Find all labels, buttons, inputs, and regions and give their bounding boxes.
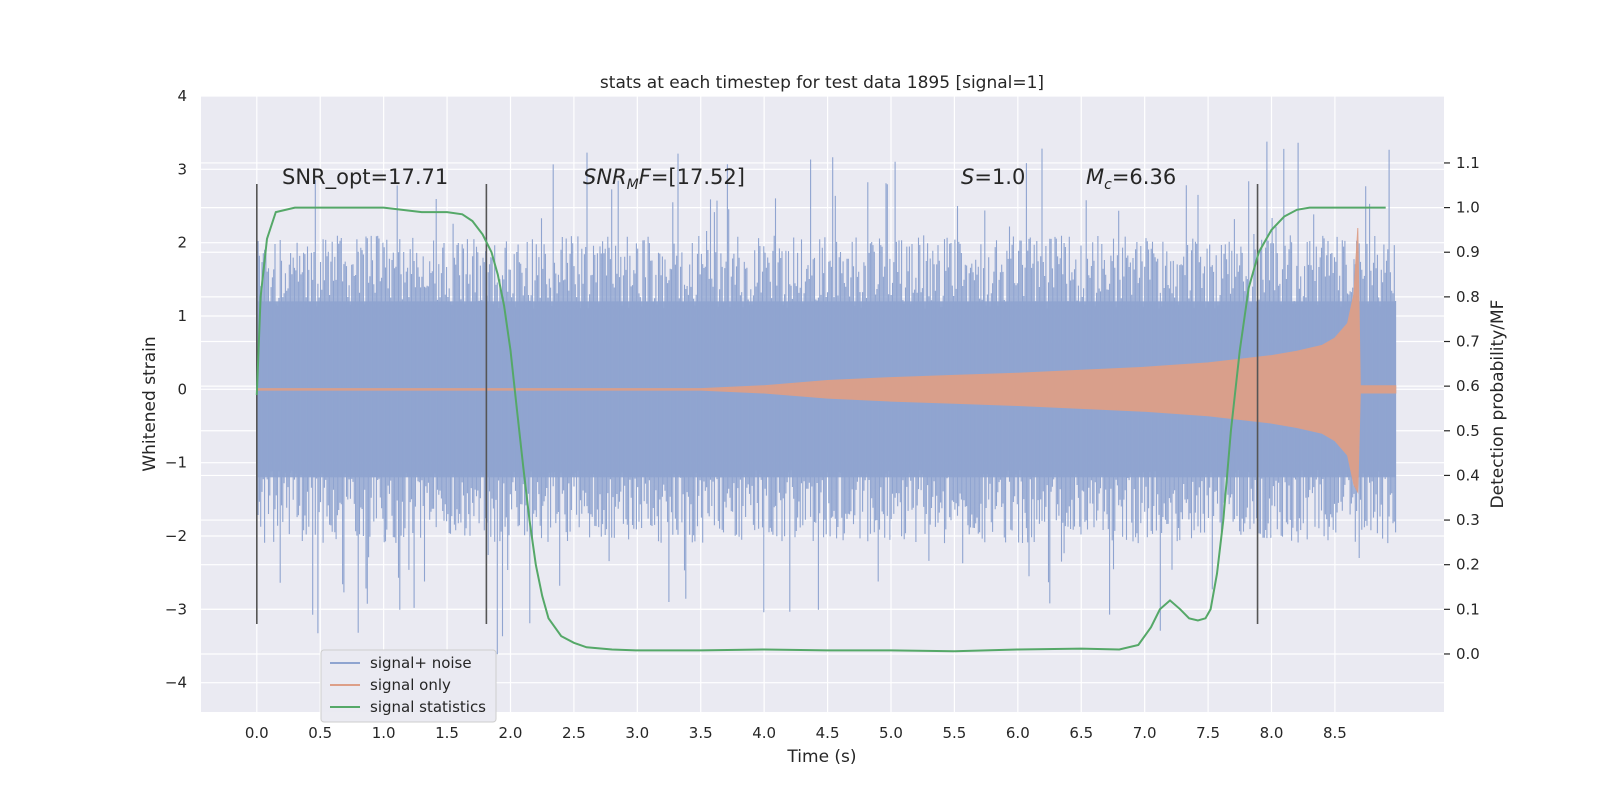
y-right-tick-label: 0.3 bbox=[1456, 511, 1480, 529]
y-right-axis-ticks: 1.1 1.0 0.9 0.8 0.7 0.6 0.5 0.4 0.3 0.2 0.1 0.0 bbox=[1444, 154, 1480, 663]
y-left-tick-label: −3 bbox=[165, 600, 187, 618]
annotation-mc: Mc=6.36 bbox=[1086, 165, 1176, 193]
annotation-snr-mf-tail: F bbox=[639, 165, 652, 189]
y-right-tick-label: 0.1 bbox=[1456, 600, 1480, 618]
y-left-tick-label: −2 bbox=[165, 527, 187, 545]
x-tick-label: 6.5 bbox=[1069, 724, 1093, 742]
chart-title: stats at each timestep for test data 189… bbox=[600, 73, 1044, 93]
x-tick-label: 4.0 bbox=[752, 724, 776, 742]
legend: signal+ noise signal only signal statist… bbox=[320, 649, 497, 723]
x-tick-label: 4.5 bbox=[816, 724, 840, 742]
y-left-tick-label: −1 bbox=[165, 454, 187, 472]
y-left-tick-label: 2 bbox=[177, 234, 187, 252]
x-tick-label: 8.0 bbox=[1260, 724, 1284, 742]
x-tick-label: 3.5 bbox=[689, 724, 713, 742]
x-tick-label: 2.0 bbox=[499, 724, 523, 742]
legend-label-signal: signal only bbox=[370, 676, 451, 694]
annotation-snr-mf-value: =[17.52] bbox=[651, 165, 745, 189]
annotation-s-value: =1.0 bbox=[974, 165, 1025, 189]
x-tick-label: 0.0 bbox=[245, 724, 269, 742]
annotation-snr-mf-base: SNR bbox=[583, 165, 627, 189]
x-tick-label: 7.0 bbox=[1133, 724, 1157, 742]
y-right-tick-label: 1.1 bbox=[1456, 154, 1480, 172]
y-right-tick-label: 0.6 bbox=[1456, 377, 1480, 395]
y-right-tick-label: 0.0 bbox=[1456, 645, 1480, 663]
x-axis-label: Time (s) bbox=[786, 747, 856, 767]
x-tick-label: 3.0 bbox=[625, 724, 649, 742]
annotation-mc-value: =6.36 bbox=[1112, 165, 1176, 189]
legend-label-stats: signal statistics bbox=[370, 698, 486, 716]
y-right-axis-label: Detection probability/MF bbox=[1488, 300, 1508, 509]
x-tick-label: 1.0 bbox=[372, 724, 396, 742]
x-tick-label: 1.5 bbox=[435, 724, 459, 742]
y-left-tick-label: 4 bbox=[177, 87, 187, 105]
y-right-tick-label: 1.0 bbox=[1456, 199, 1480, 217]
y-left-tick-label: 1 bbox=[177, 307, 187, 325]
annotation-s-var: S bbox=[961, 165, 974, 189]
annotation-snr-opt: SNR_opt=17.71 bbox=[282, 165, 448, 190]
y-right-tick-label: 0.4 bbox=[1456, 466, 1480, 484]
y-right-tick-label: 0.2 bbox=[1456, 556, 1480, 574]
y-right-tick-label: 0.9 bbox=[1456, 243, 1480, 261]
y-left-tick-label: 3 bbox=[177, 160, 187, 178]
y-left-axis-ticks: 4 3 2 1 0 −1 −2 −3 −4 bbox=[165, 87, 187, 692]
stats-line bbox=[255, 206, 1386, 653]
x-axis-ticks: 0.0 0.5 1.0 1.5 2.0 2.5 3.0 3.5 4.0 4.5 5.0 5.5 6.0 6… bbox=[245, 724, 1347, 742]
y-right-tick-label: 0.5 bbox=[1456, 422, 1480, 440]
x-tick-label: 8.5 bbox=[1323, 724, 1347, 742]
x-tick-label: 2.5 bbox=[562, 724, 586, 742]
series-signal-statistics bbox=[255, 206, 1386, 653]
annotation-mc-sub: c bbox=[1104, 177, 1112, 193]
annotation-snr-mf: SNRMF=[17.52] bbox=[583, 165, 745, 193]
y-right-tick-label: 0.8 bbox=[1456, 288, 1480, 306]
annotation-mc-var: M bbox=[1086, 165, 1104, 189]
annotation-s: S=1.0 bbox=[961, 165, 1025, 189]
signal-envelope bbox=[256, 227, 1397, 494]
legend-label-noise: signal+ noise bbox=[370, 654, 472, 672]
y-left-axis-label: Whitened strain bbox=[140, 336, 160, 471]
x-tick-label: 7.5 bbox=[1196, 724, 1220, 742]
x-tick-label: 5.5 bbox=[942, 724, 966, 742]
x-tick-label: 0.5 bbox=[308, 724, 332, 742]
x-tick-label: 5.0 bbox=[879, 724, 903, 742]
series-signal-only bbox=[256, 227, 1397, 494]
y-left-tick-label: 0 bbox=[177, 380, 187, 398]
y-left-tick-label: −4 bbox=[165, 674, 187, 692]
legend-box bbox=[320, 649, 497, 723]
y-right-tick-label: 0.7 bbox=[1456, 333, 1480, 351]
annotation-snr-mf-sub: M bbox=[627, 177, 639, 193]
x-tick-label: 6.0 bbox=[1006, 724, 1030, 742]
